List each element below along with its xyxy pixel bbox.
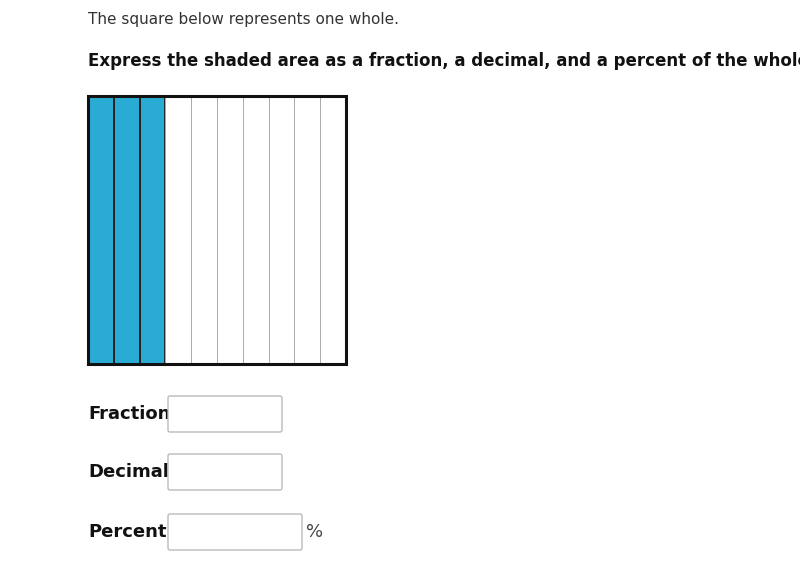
Text: %: % [306, 523, 323, 541]
Bar [243, 96, 269, 364]
Bar [114, 96, 139, 364]
Bar [269, 96, 294, 364]
Text: Fraction:: Fraction: [88, 405, 178, 423]
Bar [217, 96, 243, 364]
FancyBboxPatch shape [168, 396, 282, 432]
Bar [88, 96, 346, 364]
Text: Percent:: Percent: [88, 523, 174, 541]
Bar [88, 96, 114, 364]
Bar [191, 96, 217, 364]
Text: The square below represents one whole.: The square below represents one whole. [88, 12, 399, 27]
Bar [166, 96, 191, 364]
FancyBboxPatch shape [168, 514, 302, 550]
Bar [320, 96, 346, 364]
Bar [294, 96, 320, 364]
Text: Decimal:: Decimal: [88, 463, 176, 481]
Bar [139, 96, 166, 364]
Text: Express the shaded area as a fraction, a decimal, and a percent of the whole.: Express the shaded area as a fraction, a… [88, 52, 800, 70]
FancyBboxPatch shape [168, 454, 282, 490]
